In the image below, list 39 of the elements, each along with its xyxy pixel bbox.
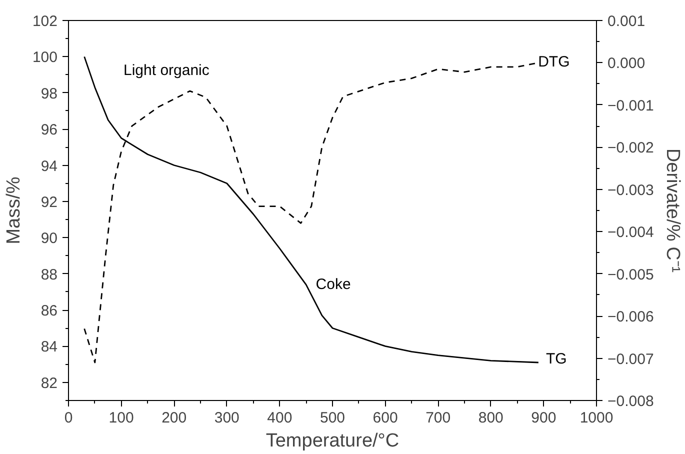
- y2-tick-label: −0.007: [608, 350, 654, 368]
- y-tick-label: 88: [40, 266, 58, 284]
- y-tick-label: 100: [32, 49, 58, 66]
- y2-tick-label: −0.002: [608, 140, 654, 157]
- x-tick-label: 700: [426, 410, 451, 426]
- annotation: DTG: [538, 54, 570, 71]
- y2-tick-label: −0.005: [608, 266, 654, 284]
- x-tick-label: 900: [531, 410, 556, 426]
- y2-tick-label: −0.003: [608, 182, 654, 199]
- x-tick-label: 400: [267, 410, 292, 426]
- y-tick-label: 96: [40, 122, 58, 139]
- y-tick-label: 98: [40, 85, 58, 102]
- x-tick-label: 0: [64, 410, 73, 426]
- y-tick-label: 90: [40, 230, 58, 248]
- y-tick-label: 92: [40, 194, 58, 211]
- x-tick-label: 600: [372, 410, 398, 426]
- y-tick-label: 86: [40, 302, 58, 320]
- x-tick-label: 500: [320, 410, 346, 426]
- x-tick-label: 300: [214, 410, 240, 426]
- y2-tick-label: 0.001: [608, 13, 646, 30]
- y-tick-label: 102: [32, 13, 58, 30]
- x-axis-title: Temperature/°C: [266, 430, 400, 452]
- y2-axis-title: Derivate/% C⁻¹: [662, 148, 683, 273]
- y2-tick-label: −0.006: [608, 308, 654, 326]
- annotation: Coke: [316, 276, 351, 294]
- annotation: Light organic: [124, 62, 210, 79]
- y2-tick-label: −0.004: [608, 224, 654, 242]
- x-tick-label: 100: [108, 410, 134, 426]
- x-tick-label: 1000: [580, 410, 614, 426]
- y-tick-label: 82: [40, 374, 58, 392]
- y2-tick-label: −0.001: [608, 97, 654, 114]
- y-tick-label: 84: [40, 338, 58, 356]
- y2-tick-label: 0.000: [608, 55, 646, 72]
- x-tick-label: 800: [478, 410, 504, 426]
- y-tick-label: 94: [40, 158, 58, 175]
- x-tick-label: 200: [162, 410, 187, 426]
- y2-tick-label: −0.008: [608, 393, 654, 410]
- y-axis-title: Mass/%: [3, 176, 24, 244]
- annotation: TG: [546, 350, 567, 368]
